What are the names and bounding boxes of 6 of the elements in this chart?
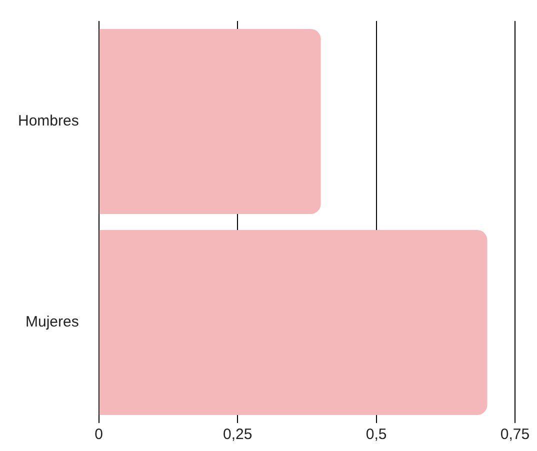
y-tick-label: Mujeres	[25, 314, 79, 331]
y-tick-label: Hombres	[18, 112, 79, 130]
x-tick-label: 0,25	[222, 426, 252, 444]
x-tick-label: 0	[94, 426, 104, 444]
x-tick-label: 0,75	[500, 426, 530, 444]
x-tick-label: 0,5	[366, 426, 387, 444]
